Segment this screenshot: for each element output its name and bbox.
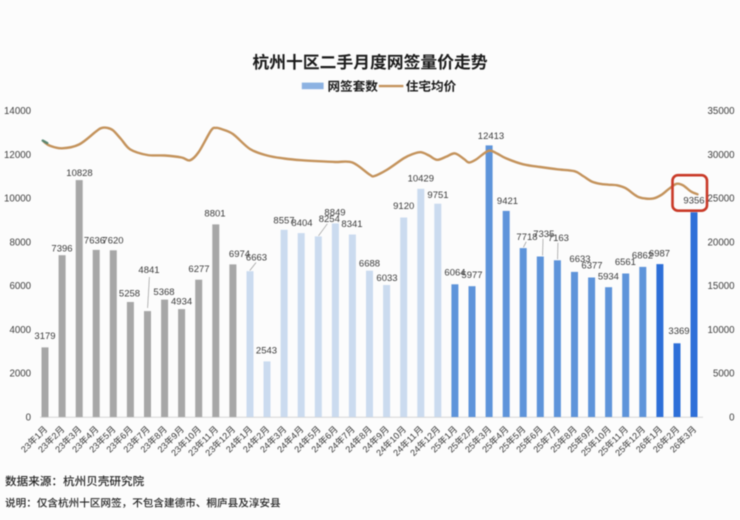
svg-text:5368: 5368	[153, 287, 174, 298]
svg-text:5934: 5934	[598, 271, 619, 282]
svg-text:6277: 6277	[188, 264, 209, 275]
svg-text:12000: 12000	[4, 150, 32, 161]
svg-text:3369: 3369	[668, 326, 689, 337]
svg-text:4934: 4934	[171, 297, 192, 308]
svg-text:5: 5	[306, 430, 317, 441]
svg-text:8: 8	[562, 430, 573, 441]
svg-text:5977: 5977	[461, 270, 482, 281]
svg-text:9356: 9356	[683, 196, 704, 207]
svg-text:8: 8	[152, 430, 163, 441]
svg-text:3: 3	[681, 430, 692, 441]
svg-text:0: 0	[729, 412, 735, 423]
svg-text:7: 7	[135, 430, 146, 441]
svg-text:7: 7	[340, 430, 351, 441]
svg-text:7163: 7163	[548, 233, 569, 244]
svg-text:14000: 14000	[4, 106, 32, 117]
svg-text:2: 2	[459, 430, 470, 441]
svg-text:2000: 2000	[9, 369, 31, 380]
svg-text:2543: 2543	[256, 346, 277, 357]
svg-text:8404: 8404	[291, 218, 312, 229]
svg-text:9: 9	[374, 430, 385, 441]
svg-text:6688: 6688	[359, 259, 380, 270]
svg-text:4: 4	[84, 430, 95, 441]
svg-text:6000: 6000	[9, 281, 31, 292]
svg-text:1: 1	[237, 430, 248, 441]
svg-text:9421: 9421	[497, 196, 518, 207]
svg-text:6: 6	[118, 430, 129, 441]
svg-text:1: 1	[32, 430, 43, 441]
svg-text:5: 5	[101, 430, 112, 441]
svg-text:8254: 8254	[319, 214, 340, 225]
svg-text:5258: 5258	[119, 289, 140, 300]
svg-text:9: 9	[579, 430, 590, 441]
svg-text:10000: 10000	[708, 325, 736, 336]
svg-text:2: 2	[664, 430, 675, 441]
svg-text:35000: 35000	[708, 106, 736, 117]
svg-text:1: 1	[442, 430, 453, 441]
svg-text:6064: 6064	[444, 268, 465, 279]
svg-text:7: 7	[545, 430, 556, 441]
svg-text:12413: 12413	[478, 131, 504, 142]
svg-text:7718: 7718	[516, 232, 537, 243]
svg-text:6862: 6862	[632, 250, 653, 261]
svg-text:8849: 8849	[324, 208, 345, 219]
svg-text:3: 3	[477, 430, 488, 441]
svg-text:6633: 6633	[569, 254, 590, 265]
svg-text:9751: 9751	[427, 190, 448, 201]
svg-text:9: 9	[169, 430, 180, 441]
svg-text:7335: 7335	[533, 229, 554, 240]
svg-text:7396: 7396	[51, 243, 72, 254]
svg-text:3179: 3179	[34, 331, 55, 342]
svg-text:25000: 25000	[708, 194, 736, 205]
svg-text:6663: 6663	[246, 253, 267, 264]
svg-text:20000: 20000	[708, 237, 736, 248]
svg-text:10000: 10000	[4, 194, 32, 205]
svg-text:4: 4	[289, 430, 300, 441]
svg-text:6974: 6974	[229, 249, 250, 260]
svg-text:8557: 8557	[273, 216, 294, 227]
svg-text:6: 6	[323, 430, 334, 441]
svg-text:7620: 7620	[102, 236, 123, 247]
svg-text:1: 1	[647, 430, 658, 441]
svg-text:15000: 15000	[708, 281, 736, 292]
svg-text:3: 3	[67, 430, 78, 441]
svg-text:30000: 30000	[708, 150, 736, 161]
svg-text:6561: 6561	[615, 257, 636, 268]
svg-text:10429: 10429	[408, 174, 434, 185]
svg-text:8801: 8801	[204, 209, 225, 220]
svg-text:6987: 6987	[649, 248, 670, 259]
svg-text:9120: 9120	[393, 201, 414, 212]
svg-text:8341: 8341	[341, 219, 362, 230]
svg-text:2: 2	[50, 430, 61, 441]
svg-text:6377: 6377	[581, 261, 602, 272]
svg-text:5000: 5000	[713, 369, 735, 380]
svg-text:4000: 4000	[9, 325, 31, 336]
svg-text:6033: 6033	[376, 273, 397, 284]
svg-text:8000: 8000	[9, 237, 31, 248]
svg-text:7636: 7636	[84, 235, 105, 246]
svg-text:10828: 10828	[66, 168, 92, 179]
svg-text:6: 6	[528, 430, 539, 441]
svg-text:5: 5	[511, 430, 522, 441]
svg-text:4841: 4841	[138, 265, 159, 276]
svg-text:8: 8	[357, 430, 368, 441]
svg-text:0: 0	[26, 412, 32, 423]
svg-text:3: 3	[272, 430, 283, 441]
svg-text:4: 4	[494, 430, 505, 441]
svg-text:2: 2	[254, 430, 265, 441]
